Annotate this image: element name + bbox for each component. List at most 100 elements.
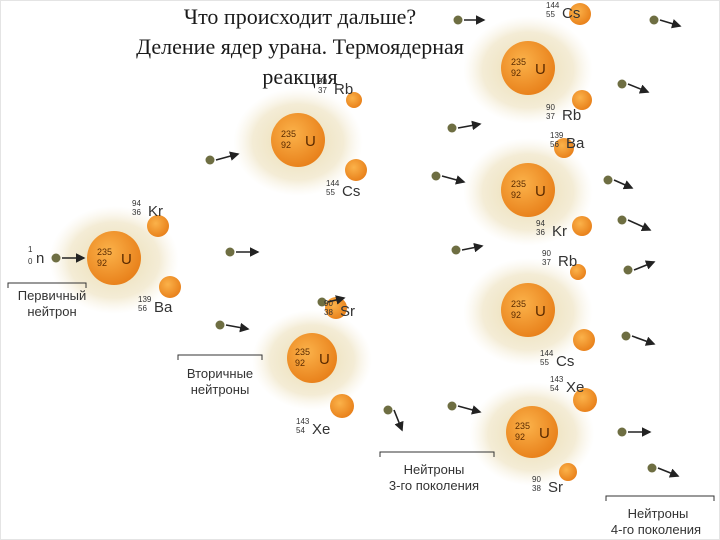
fragment-charge-number: 55 xyxy=(546,10,555,19)
fragment-charge-number: 37 xyxy=(318,86,327,95)
label-secondary-2: нейтроны xyxy=(191,382,250,397)
neutron xyxy=(647,463,657,473)
neutron xyxy=(649,15,659,25)
uranium-nucleus xyxy=(287,333,337,383)
fragment-symbol: Kr xyxy=(148,203,163,220)
neutron xyxy=(603,175,613,185)
uranium-symbol: U xyxy=(535,61,546,78)
fragment-symbol: Ba xyxy=(154,299,173,316)
label-fourth-2: 4-го поколения xyxy=(611,522,701,537)
fragment-xe-2 xyxy=(573,388,597,412)
fragment-charge-number: 54 xyxy=(550,384,559,393)
fragment-kr-2 xyxy=(572,216,592,236)
fragment-rb-1 xyxy=(346,92,362,108)
uranium-mass-number: 235 xyxy=(97,247,112,257)
brace-secondary xyxy=(177,354,263,360)
uranium-nucleus xyxy=(501,41,555,95)
fragment-mass-number: 90 xyxy=(546,103,555,112)
neutron-arrow xyxy=(327,295,346,305)
fragment-charge-number: 38 xyxy=(324,308,333,317)
slide-title: Что происходит дальше? Деление ядер уран… xyxy=(88,2,512,92)
fragment-symbol: Cs xyxy=(562,5,580,22)
fragment-mass-number: 90 xyxy=(542,249,551,258)
uranium-symbol: U xyxy=(305,133,316,150)
fragment-mass-number: 144 xyxy=(546,1,560,10)
label-primary-neutron-2: нейтрон xyxy=(27,304,76,319)
neutron xyxy=(447,401,457,411)
neutron xyxy=(617,215,627,225)
fragment-mass-number: 139 xyxy=(138,295,152,304)
uranium-nucleus xyxy=(87,231,141,285)
uranium-charge-number: 92 xyxy=(97,258,107,268)
uranium-nucleus xyxy=(506,406,558,458)
uranium-symbol: U xyxy=(121,251,132,268)
fragment-symbol: Kr xyxy=(552,223,567,240)
neutron xyxy=(51,253,61,263)
uranium-nucleus xyxy=(501,163,555,217)
neutron xyxy=(447,123,457,133)
neutron-arrow xyxy=(393,409,404,432)
neutron-arrow xyxy=(659,19,682,29)
neutron xyxy=(617,79,627,89)
uranium-symbol: U xyxy=(539,425,550,442)
fragment-mass-number: 143 xyxy=(550,375,564,384)
neutron-arrow xyxy=(633,260,656,271)
neutron xyxy=(317,297,327,307)
fragment-xe-1 xyxy=(330,394,354,418)
neutron-arrow xyxy=(215,151,240,161)
fragment-symbol: Cs xyxy=(556,353,574,370)
neutron xyxy=(451,245,461,255)
fragment-charge-number: 56 xyxy=(138,304,147,313)
uranium-symbol: U xyxy=(535,303,546,320)
fragment-symbol: Xe xyxy=(312,421,330,438)
neutron-arrow xyxy=(631,335,656,346)
fragment-mass-number: 94 xyxy=(132,199,141,208)
neutron-arrow xyxy=(457,120,482,131)
uranium-charge-number: 92 xyxy=(511,190,521,200)
fragment-symbol: Rb xyxy=(558,253,577,270)
fragment-charge-number: 55 xyxy=(540,358,549,367)
fragment-symbol: Rb xyxy=(334,81,353,98)
brace-primary xyxy=(7,282,87,288)
fragment-charge-number: 37 xyxy=(546,112,555,121)
neutron xyxy=(617,427,627,437)
fragment-charge-number: 54 xyxy=(296,426,305,435)
uranium-mass-number: 235 xyxy=(511,299,526,309)
uranium-mass-number: 235 xyxy=(511,57,526,67)
fragment-cs-3 xyxy=(569,3,591,25)
fragment-mass-number: 144 xyxy=(540,349,554,358)
fragment-symbol: Sr xyxy=(548,479,563,496)
uranium-charge-number: 92 xyxy=(515,432,525,442)
neutron-arrow xyxy=(613,179,634,190)
neutron-symbol: n xyxy=(36,250,44,267)
neutron xyxy=(623,265,633,275)
fragment-charge-number: 38 xyxy=(532,484,541,493)
fragment-mass-number: 90 xyxy=(318,77,327,86)
neutron xyxy=(225,247,235,257)
uranium-nucleus xyxy=(501,283,555,337)
fragment-symbol: Xe xyxy=(566,379,584,396)
fragment-ba-1 xyxy=(159,276,181,298)
uranium-charge-number: 92 xyxy=(295,358,305,368)
neutron-arrow xyxy=(657,467,680,478)
label-secondary-1: Вторичные xyxy=(187,366,253,381)
uranium-symbol: U xyxy=(535,183,546,200)
neutron-mass-number: 1 xyxy=(28,245,33,254)
fragment-ba-2 xyxy=(554,138,574,158)
uranium-symbol: U xyxy=(319,351,330,368)
title-line-1: Что происходит дальше? xyxy=(183,4,417,29)
brace-fourth xyxy=(605,495,715,501)
uranium-nucleus xyxy=(271,113,325,167)
title-line-2: Деление ядер урана. Термоядерная xyxy=(136,34,464,59)
fragment-symbol: Ba xyxy=(566,135,585,152)
fragment-charge-number: 37 xyxy=(542,258,551,267)
neutron xyxy=(215,320,225,330)
neutron xyxy=(431,171,441,181)
fragment-mass-number: 143 xyxy=(296,417,310,426)
fragment-cs-1 xyxy=(345,159,367,181)
fragment-symbol: Rb xyxy=(562,107,581,124)
neutron-arrow xyxy=(461,242,484,253)
uranium-charge-number: 92 xyxy=(281,140,291,150)
neutron-arrow xyxy=(627,219,652,232)
